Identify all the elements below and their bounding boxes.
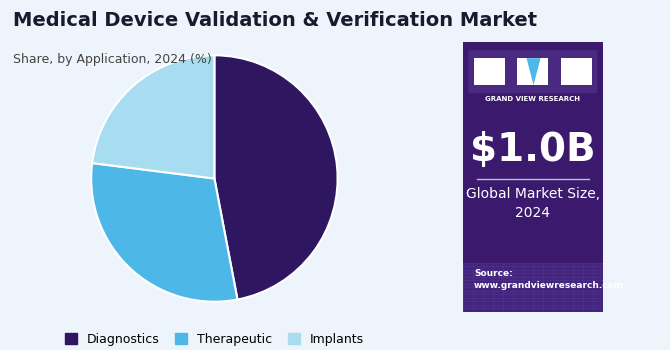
- Text: Source:
www.grandviewresearch.com: Source: www.grandviewresearch.com: [474, 269, 624, 289]
- Bar: [474, 58, 505, 85]
- Wedge shape: [92, 55, 214, 178]
- Text: GRAND VIEW RESEARCH: GRAND VIEW RESEARCH: [485, 96, 580, 102]
- Text: Share, by Application, 2024 (%): Share, by Application, 2024 (%): [13, 52, 212, 65]
- Polygon shape: [527, 58, 541, 85]
- FancyBboxPatch shape: [468, 50, 598, 93]
- Legend: Diagnostics, Therapeutic, Implants: Diagnostics, Therapeutic, Implants: [60, 328, 369, 350]
- Bar: [561, 58, 592, 85]
- Text: Global Market Size,
2024: Global Market Size, 2024: [466, 187, 600, 220]
- Text: Medical Device Validation & Verification Market: Medical Device Validation & Verification…: [13, 10, 537, 29]
- Wedge shape: [214, 55, 338, 300]
- Text: $1.0B: $1.0B: [470, 131, 596, 169]
- Wedge shape: [91, 163, 237, 302]
- Bar: [463, 263, 603, 312]
- Bar: [517, 58, 548, 85]
